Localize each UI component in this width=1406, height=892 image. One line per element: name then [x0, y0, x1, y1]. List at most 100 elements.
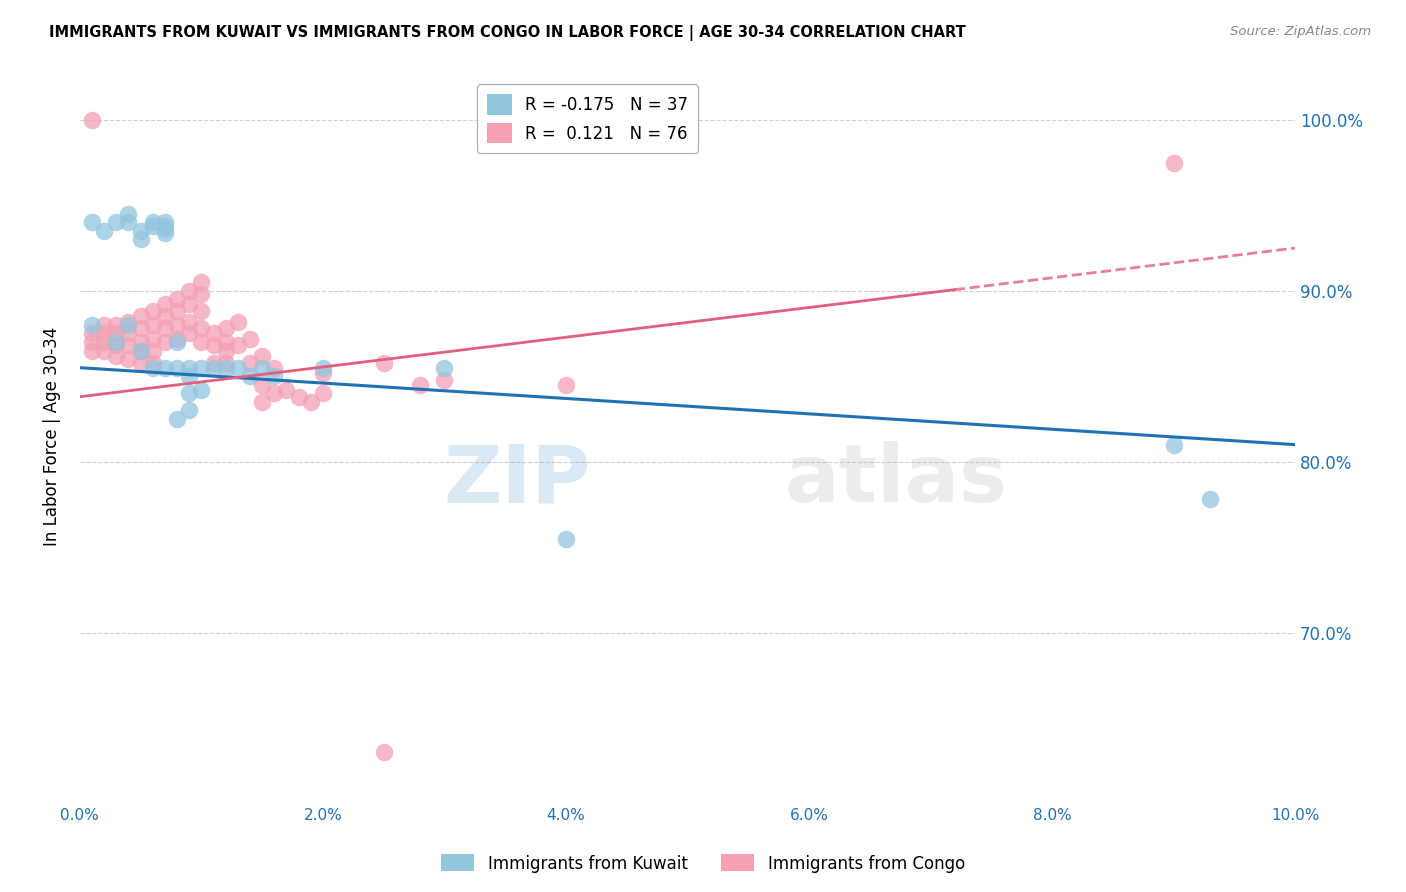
Point: [239, 355, 262, 369]
Point: [105, 338, 128, 352]
Point: [153, 360, 176, 375]
Point: [117, 207, 139, 221]
Point: [80, 343, 103, 358]
Point: [142, 219, 165, 233]
Point: [555, 377, 578, 392]
Y-axis label: In Labor Force | Age 30-34: In Labor Force | Age 30-34: [44, 326, 60, 546]
Point: [299, 395, 322, 409]
Point: [166, 412, 188, 426]
Point: [433, 360, 456, 375]
Point: [105, 349, 128, 363]
Point: [105, 326, 128, 341]
Point: [80, 215, 103, 229]
Point: [263, 369, 285, 384]
Point: [1163, 155, 1185, 169]
Point: [142, 360, 165, 375]
Point: [153, 219, 176, 233]
Point: [166, 360, 188, 375]
Point: [166, 332, 188, 346]
Point: [166, 334, 188, 349]
Point: [263, 360, 285, 375]
Point: [179, 284, 201, 298]
Point: [153, 334, 176, 349]
Point: [202, 326, 225, 341]
Point: [1199, 492, 1222, 507]
Point: [142, 355, 165, 369]
Point: [153, 226, 176, 240]
Legend: R = -0.175   N = 37, R =  0.121   N = 76: R = -0.175 N = 37, R = 0.121 N = 76: [477, 84, 699, 153]
Point: [153, 297, 176, 311]
Text: atlas: atlas: [785, 442, 1008, 519]
Point: [93, 224, 115, 238]
Point: [190, 334, 212, 349]
Point: [129, 343, 152, 358]
Point: [190, 321, 212, 335]
Point: [129, 321, 152, 335]
Point: [153, 310, 176, 324]
Point: [190, 360, 212, 375]
Point: [166, 293, 188, 307]
Point: [166, 304, 188, 318]
Point: [93, 334, 115, 349]
Point: [373, 355, 395, 369]
Point: [312, 360, 335, 375]
Point: [433, 373, 456, 387]
Point: [80, 326, 103, 341]
Point: [153, 222, 176, 236]
Point: [179, 326, 201, 341]
Point: [117, 352, 139, 367]
Point: [179, 386, 201, 401]
Point: [250, 360, 273, 375]
Point: [263, 386, 285, 401]
Point: [129, 343, 152, 358]
Point: [117, 314, 139, 328]
Legend: Immigrants from Kuwait, Immigrants from Congo: Immigrants from Kuwait, Immigrants from …: [434, 847, 972, 880]
Point: [129, 232, 152, 246]
Point: [80, 318, 103, 332]
Point: [215, 334, 238, 349]
Point: [153, 215, 176, 229]
Point: [93, 326, 115, 341]
Point: [239, 332, 262, 346]
Point: [129, 355, 152, 369]
Point: [142, 332, 165, 346]
Point: [226, 314, 249, 328]
Point: [555, 532, 578, 546]
Point: [80, 334, 103, 349]
Point: [226, 338, 249, 352]
Point: [129, 334, 152, 349]
Point: [202, 338, 225, 352]
Point: [215, 360, 238, 375]
Point: [190, 275, 212, 289]
Point: [276, 383, 298, 397]
Point: [142, 318, 165, 332]
Point: [117, 326, 139, 341]
Point: [142, 343, 165, 358]
Point: [190, 383, 212, 397]
Point: [215, 355, 238, 369]
Point: [179, 403, 201, 417]
Point: [179, 360, 201, 375]
Point: [239, 369, 262, 384]
Point: [250, 377, 273, 392]
Text: IMMIGRANTS FROM KUWAIT VS IMMIGRANTS FROM CONGO IN LABOR FORCE | AGE 30-34 CORRE: IMMIGRANTS FROM KUWAIT VS IMMIGRANTS FRO…: [49, 25, 966, 41]
Point: [129, 224, 152, 238]
Point: [179, 369, 201, 384]
Point: [1163, 437, 1185, 451]
Point: [142, 304, 165, 318]
Point: [105, 318, 128, 332]
Point: [179, 297, 201, 311]
Point: [142, 215, 165, 229]
Point: [373, 745, 395, 759]
Text: ZIP: ZIP: [443, 442, 591, 519]
Point: [226, 360, 249, 375]
Point: [287, 390, 309, 404]
Point: [117, 338, 139, 352]
Point: [215, 321, 238, 335]
Point: [202, 360, 225, 375]
Point: [117, 215, 139, 229]
Point: [129, 310, 152, 324]
Point: [93, 343, 115, 358]
Point: [190, 304, 212, 318]
Point: [250, 395, 273, 409]
